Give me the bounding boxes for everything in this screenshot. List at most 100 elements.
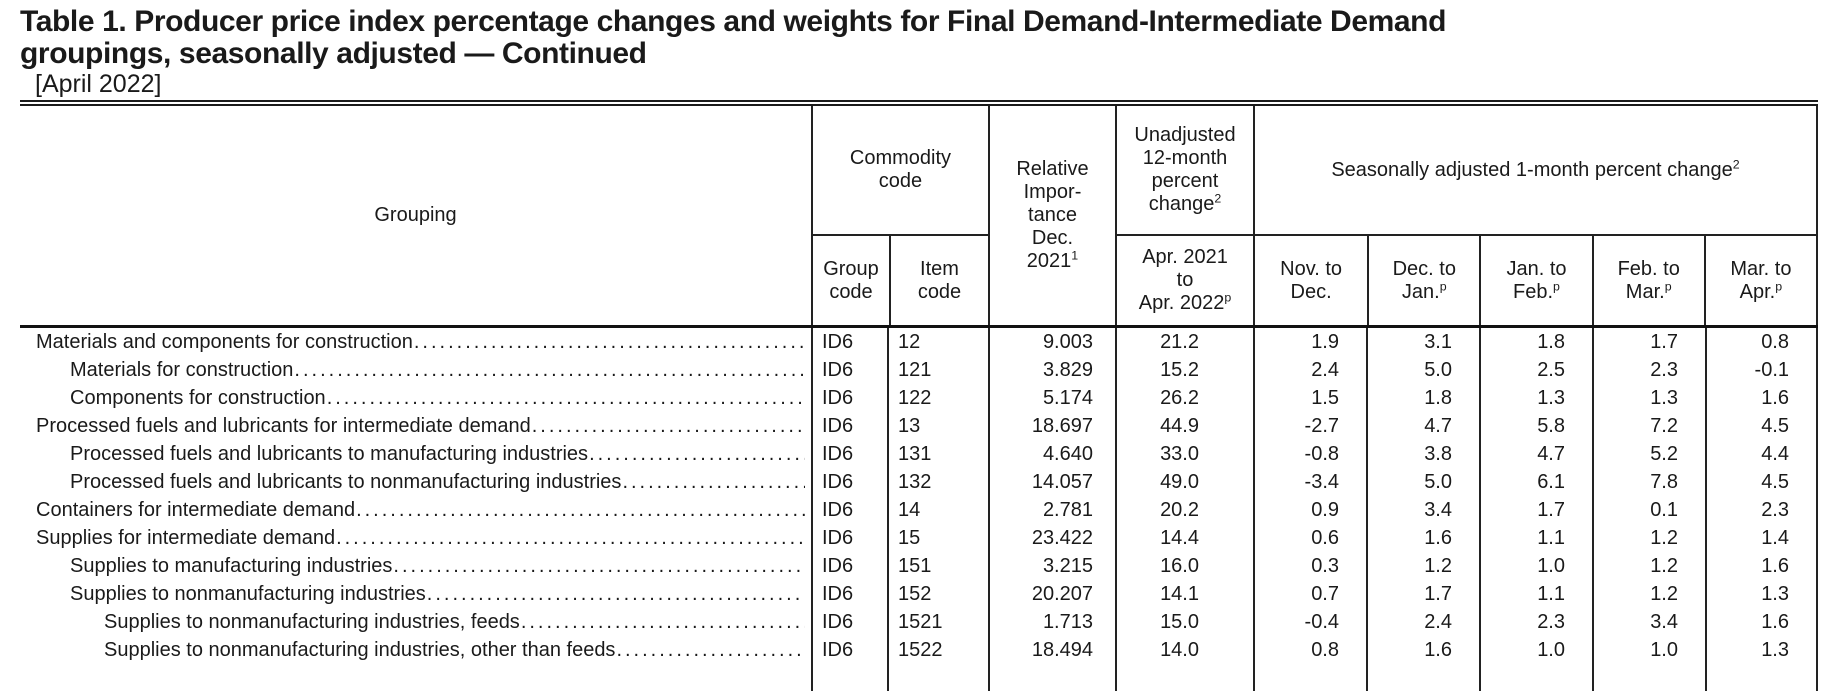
dot-leader [414, 328, 805, 356]
monthly-change-cell: 5.0 [1366, 468, 1479, 496]
monthly-change-cell [1592, 664, 1705, 691]
grouping-header-label: Grouping [374, 204, 457, 226]
grouping-cell: Containers for intermediate demand [20, 496, 811, 524]
item-code-line1: Item [920, 257, 959, 280]
monthly-change-cell: 2.3 [1479, 608, 1592, 636]
monthly-change-cell: 1.6 [1366, 524, 1479, 552]
monthly-change-cell: 1.2 [1592, 552, 1705, 580]
table-title-line2: groupings, seasonally adjusted — Continu… [20, 37, 647, 70]
grouping-label: Materials and components for constructio… [36, 331, 413, 353]
group-code-cell: ID6 [811, 328, 887, 356]
monthly-change-cell: 1.0 [1592, 636, 1705, 664]
month-subheaders: Nov. to Dec. Dec. to Jan.p Jan. to Feb.p [1255, 236, 1816, 325]
grouping-cell [20, 664, 811, 691]
preliminary-superscript: p [1775, 278, 1783, 293]
monthly-change-cell: 1.3 [1705, 636, 1818, 664]
monthly-change-cell: -0.8 [1253, 440, 1366, 468]
monthly-change-cell: 2.4 [1366, 608, 1479, 636]
monthly-change-cell: 0.3 [1253, 552, 1366, 580]
monthly-change-cell: 3.4 [1366, 496, 1479, 524]
group-code-cell: ID6 [811, 524, 887, 552]
dot-leader [589, 440, 805, 468]
period-line2: to [1176, 269, 1194, 291]
dot-leader [356, 496, 805, 524]
group-code-cell: ID6 [811, 608, 887, 636]
grouping-label: Components for construction [70, 387, 326, 409]
monthly-change-cell: 2.3 [1592, 356, 1705, 384]
table-header: Grouping Commodity code Group code [20, 106, 1818, 325]
monthly-change-cell: 1.0 [1479, 636, 1592, 664]
item-code-cell: 152 [887, 580, 988, 608]
unadjusted-change-cell: 20.2 [1115, 496, 1253, 524]
group-code-cell: ID6 [811, 356, 887, 384]
monthly-change-cell: 1.7 [1366, 580, 1479, 608]
period-line1: Apr. 2021 [1142, 246, 1228, 268]
item-code-cell: 12 [887, 328, 988, 356]
col-header-unadjusted-12mo: Unadjusted 12-month percent change2 Apr.… [1115, 106, 1253, 325]
relative-line2: Impor- [1023, 181, 1082, 203]
preliminary-superscript: p [1664, 278, 1672, 293]
dot-leader [622, 468, 805, 496]
monthly-change-cell: 1.4 [1705, 524, 1818, 552]
item-code-cell: 131 [887, 440, 988, 468]
monthly-change-cell: 4.7 [1366, 412, 1479, 440]
table-subtitle: [April 2022] [35, 70, 162, 98]
monthly-change-cell [1479, 664, 1592, 691]
grouping-cell: Processed fuels and lubricants for inter… [20, 412, 811, 440]
preliminary-superscript: p [1224, 290, 1232, 305]
item-code-cell: 1521 [887, 608, 988, 636]
monthly-change-cell [1253, 664, 1366, 691]
grouping-label: Materials for construction [70, 359, 294, 381]
item-code-line2: code [917, 280, 962, 303]
grouping-label: Supplies for intermediate demand [36, 527, 336, 549]
monthly-change-cell: 2.5 [1479, 356, 1592, 384]
item-code-cell: 14 [887, 496, 988, 524]
unadjusted-change-cell: 15.0 [1115, 608, 1253, 636]
relative-importance-cell: 14.057 [988, 468, 1115, 496]
grouping-cell: Materials for construction [20, 356, 811, 384]
item-code-cell: 151 [887, 552, 988, 580]
unadjusted-change-cell: 14.4 [1115, 524, 1253, 552]
monthly-change-cell: 1.0 [1479, 552, 1592, 580]
monthly-change-cell [1366, 664, 1479, 691]
relative-line3: tance [1028, 204, 1077, 226]
monthly-change-cell [1705, 664, 1818, 691]
unadjusted-change-cell: 14.1 [1115, 580, 1253, 608]
monthly-change-cell: 3.1 [1366, 328, 1479, 356]
dot-leader [532, 412, 805, 440]
dot-leader [616, 636, 805, 664]
col-header-commodity-code: Commodity code Group code Item code [811, 106, 988, 325]
preliminary-superscript: p [1439, 278, 1447, 293]
table-row: Supplies to manufacturing industriesID61… [20, 552, 1818, 580]
item-code-cell: 1522 [887, 636, 988, 664]
unadjusted-period-label: Apr. 2021 to Apr. 2022p [1117, 236, 1253, 325]
commodity-subheaders: Group code Item code [813, 236, 988, 325]
relative-importance-cell: 20.207 [988, 580, 1115, 608]
table-tail-row [20, 664, 1818, 691]
monthly-change-cell: 5.0 [1366, 356, 1479, 384]
group-code-line2: code [829, 280, 873, 303]
relative-importance-cell: 5.174 [988, 384, 1115, 412]
monthly-change-cell: 5.2 [1592, 440, 1705, 468]
monthly-change-cell: 0.7 [1253, 580, 1366, 608]
monthly-change-cell: 1.2 [1592, 580, 1705, 608]
grouping-cell: Supplies to nonmanufacturing industries,… [20, 608, 811, 636]
grouping-cell: Components for construction [20, 384, 811, 412]
item-code-cell: 13 [887, 412, 988, 440]
monthly-change-cell: 3.4 [1592, 608, 1705, 636]
dot-leader [427, 580, 805, 608]
grouping-cell: Processed fuels and lubricants to nonman… [20, 468, 811, 496]
monthly-change-cell: 1.6 [1705, 552, 1818, 580]
monthly-change-cell: 2.4 [1253, 356, 1366, 384]
monthly-change-cell: 4.4 [1705, 440, 1818, 468]
col-header-seasonally-adjusted: Seasonally adjusted 1-month percent chan… [1253, 106, 1818, 325]
monthly-change-cell: 1.1 [1479, 580, 1592, 608]
table-title-line1: Table 1. Producer price index percentage… [20, 5, 1447, 38]
col-header-grouping: Grouping [20, 106, 811, 325]
col-header-mar-to-apr: Mar. to Apr.p [1703, 236, 1816, 325]
commodity-line1: Commodity [849, 147, 952, 169]
document-page: Table 1. Producer price index percentage… [0, 6, 1838, 691]
commodity-line2: code [878, 170, 923, 192]
group-code-cell [811, 664, 887, 691]
item-code-cell: 121 [887, 356, 988, 384]
